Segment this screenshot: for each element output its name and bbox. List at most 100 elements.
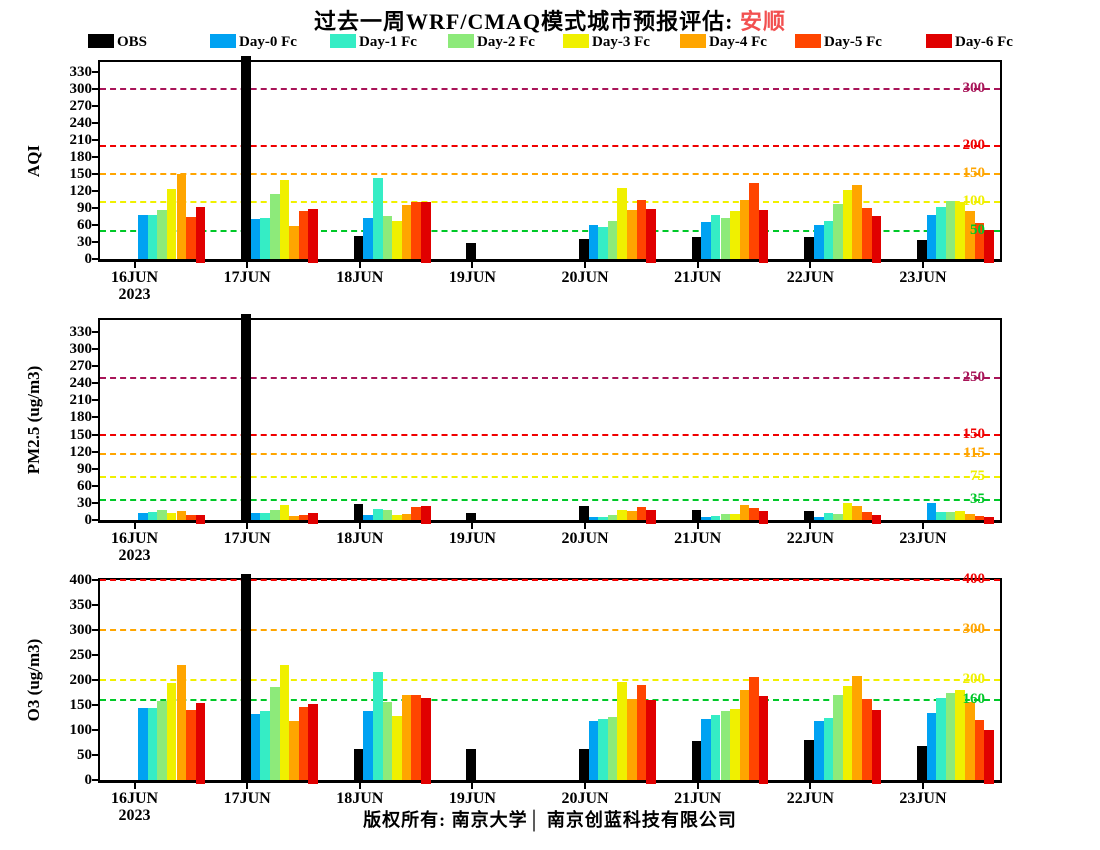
bar-o3-16jun-day-3-fc: [166, 682, 177, 780]
bar-pm25-17jun-day-6-fc: [308, 513, 318, 524]
x-tick-label: 16JUN: [110, 269, 159, 286]
threshold-label-300: 300: [962, 80, 986, 97]
bar-pm25-20jun-day-3-fc: [617, 510, 628, 520]
legend-label: Day-4 Fc: [709, 34, 767, 50]
x-tick-label: 23JUN: [899, 790, 947, 807]
x-tick-label: 16JUN: [110, 530, 159, 547]
y-tick-label: 210: [69, 392, 93, 409]
y-tick: [92, 679, 100, 681]
bar-o3-23jun-day-4-fc: [964, 701, 975, 780]
bar-o3-22jun-obs: [804, 740, 814, 780]
bar-o3-21jun-day-4-fc: [739, 690, 750, 780]
bar-aqi-20jun-day-3-fc: [617, 187, 628, 259]
x-tick: [584, 523, 587, 529]
y-tick-label: 0: [84, 251, 93, 267]
y-tick-label: 210: [69, 132, 93, 149]
bar-o3-18jun-day-5-fc: [411, 694, 421, 780]
bar-o3-18jun-day-3-fc: [392, 716, 402, 780]
legend-swatch-icon: [448, 34, 474, 48]
threshold-line-400: [100, 579, 1000, 581]
x-tick-label: 17JUN: [223, 530, 271, 547]
bar-pm25-23jun-day-0-fc: [926, 503, 937, 520]
bar-pm25-20jun-day-4-fc: [627, 510, 637, 520]
bar-o3-18jun-day-4-fc: [401, 695, 412, 780]
x-tick-label: 19JUN: [448, 530, 496, 547]
bar-aqi-21jun-day-3-fc: [730, 210, 740, 259]
x-tick-year-label: 2023: [118, 807, 151, 824]
bar-pm25-20jun-day-5-fc: [636, 507, 647, 520]
bar-pm25-16jun-day-6-fc: [195, 514, 206, 524]
bar-aqi-22jun-day-1-fc: [823, 221, 834, 259]
x-tick: [809, 783, 812, 789]
x-tick: [246, 262, 249, 268]
bar-pm25-20jun-day-1-fc: [598, 516, 608, 520]
threshold-label-115: 115: [963, 445, 985, 462]
bar-pm25-23jun-day-3-fc: [955, 510, 965, 520]
threshold-label-150: 150: [962, 165, 986, 182]
x-tick: [358, 783, 361, 789]
bar-pm25-22jun-day-4-fc: [852, 506, 862, 520]
bar-o3-16jun-day-6-fc: [195, 703, 206, 784]
bar-o3-17jun-day-1-fc: [260, 711, 270, 780]
y-tick-label: 90: [77, 460, 92, 477]
bar-pm25-18jun-obs: [353, 504, 364, 520]
x-tick: [133, 523, 136, 529]
bar-o3-16jun-day-5-fc: [186, 710, 196, 780]
x-tick: [696, 262, 699, 268]
y-tick-label: 200: [69, 672, 93, 688]
y-tick: [92, 604, 100, 606]
threshold-line-160: [100, 699, 1000, 701]
bar-aqi-16jun-day-6-fc: [195, 207, 206, 263]
bar-o3-23jun-day-0-fc: [926, 713, 937, 780]
bar-aqi-17jun-day-2-fc: [269, 193, 280, 259]
x-tick: [471, 523, 474, 529]
bar-aqi-20jun-day-6-fc: [646, 208, 656, 263]
bar-o3-20jun-obs: [579, 748, 589, 780]
x-tick: [246, 783, 249, 789]
threshold-label-150: 150: [962, 425, 986, 442]
x-tick-label: 22JUN: [786, 790, 834, 807]
bar-aqi-21jun-day-1-fc: [710, 215, 721, 259]
bar-pm25-21jun-obs: [691, 510, 702, 520]
bar-aqi-23jun-obs: [916, 239, 927, 259]
bar-aqi-20jun-day-5-fc: [636, 200, 647, 259]
bar-pm25-22jun-day-6-fc: [871, 515, 882, 524]
bar-pm25-23jun-day-1-fc: [936, 512, 946, 520]
bar-pm25-23jun-day-2-fc: [945, 512, 956, 520]
bar-pm25-21jun-day-0-fc: [701, 517, 711, 520]
bar-o3-17jun-day-5-fc: [298, 707, 309, 780]
bar-aqi-20jun-obs: [579, 238, 589, 259]
threshold-line-115: [100, 453, 1000, 456]
axis-title-aqi: AQI: [24, 144, 43, 177]
bar-o3-23jun-obs: [916, 746, 927, 780]
bar-o3-16jun-day-1-fc: [147, 708, 158, 780]
legend-label: Day-5 Fc: [824, 34, 882, 50]
bar-aqi-23jun-day-6-fc: [984, 230, 994, 263]
bar-aqi-22jun-day-4-fc: [852, 185, 862, 259]
y-tick-label: 0: [84, 772, 93, 788]
bar-o3-17jun-day-6-fc: [308, 704, 318, 784]
bar-pm25-22jun-day-5-fc: [861, 512, 872, 520]
bar-o3-22jun-day-1-fc: [823, 717, 834, 780]
bar-o3-18jun-day-2-fc: [382, 701, 393, 780]
threshold-label-200: 200: [962, 136, 986, 153]
y-tick-label: 150: [69, 166, 93, 183]
bar-o3-23jun-day-5-fc: [974, 720, 985, 780]
bar-o3-22jun-day-0-fc: [813, 721, 824, 780]
bar-pm25-22jun-day-1-fc: [823, 513, 834, 520]
bar-aqi-16jun-day-3-fc: [166, 188, 177, 259]
bar-aqi-20jun-day-0-fc: [588, 225, 599, 259]
y-tick-label: 300: [69, 622, 93, 638]
x-tick: [584, 262, 587, 268]
x-tick: [696, 523, 699, 529]
bar-pm25-16jun-day-1-fc: [147, 512, 158, 520]
x-tick-label: 22JUN: [786, 530, 834, 547]
bar-pm25-17jun-day-5-fc: [298, 514, 309, 520]
legend-item-day-4-fc: Day-4 Fc: [680, 33, 767, 51]
bar-pm25-16jun-day-4-fc: [176, 510, 187, 520]
y-tick-label: 180: [69, 409, 93, 426]
bar-pm25-23jun-day-4-fc: [964, 514, 975, 520]
bar-o3-20jun-day-1-fc: [598, 719, 608, 780]
bar-aqi-18jun-day-5-fc: [411, 201, 421, 259]
x-tick-label: 16JUN: [110, 790, 159, 807]
